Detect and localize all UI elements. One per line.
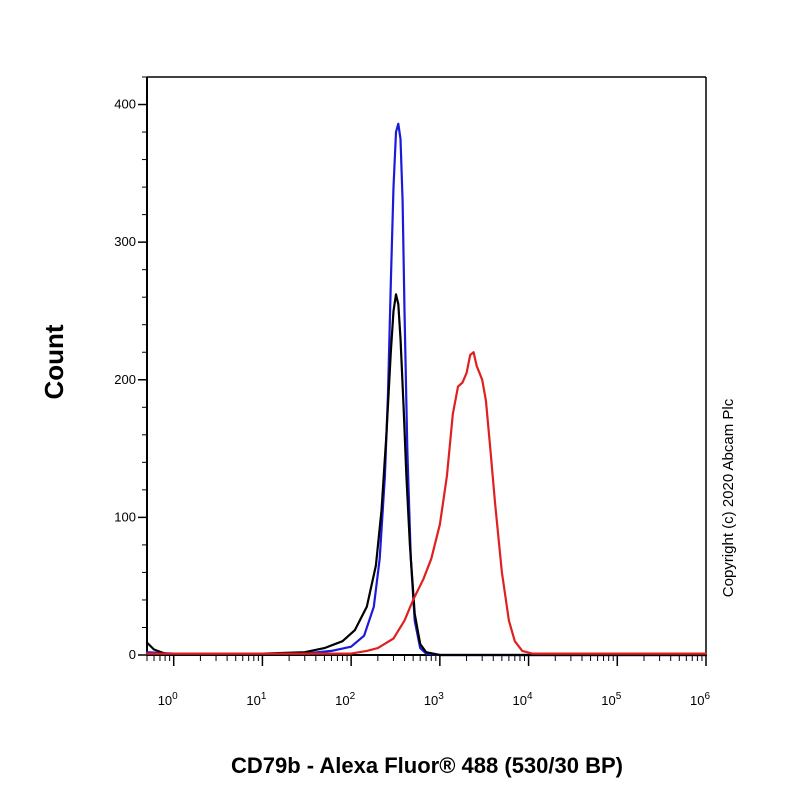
copyright-annotation: Copyright (c) 2020 Abcam Plc (720, 398, 737, 597)
y-axis: 0 100 200 300 400 (114, 76, 147, 662)
series-line-3 (145, 351, 708, 655)
y-tick-label: 300 (114, 234, 136, 249)
y-tick-label: 0 (129, 647, 136, 662)
y-tick-label: 400 (114, 97, 136, 112)
x-tick-label: 102 (335, 691, 355, 708)
y-tick-label: 200 (114, 372, 136, 387)
x-tick-label: 104 (513, 691, 533, 708)
x-tick-label: 101 (246, 691, 266, 708)
x-axis-title: CD79b - Alexa Fluor® 488 (530/30 BP) (231, 753, 623, 778)
x-tick-label: 100 (158, 691, 178, 708)
series-line-1 (145, 122, 708, 657)
series-layer (145, 122, 708, 657)
x-tick-label: 103 (424, 691, 444, 708)
y-axis-title: Count (39, 324, 69, 399)
series-line-2 (145, 293, 708, 657)
y-tick-label: 100 (114, 509, 136, 524)
x-tick-label: 106 (690, 691, 710, 708)
x-axis: 100 101 102 103 104 105 106 (146, 655, 710, 708)
x-tick-label: 105 (601, 691, 621, 708)
